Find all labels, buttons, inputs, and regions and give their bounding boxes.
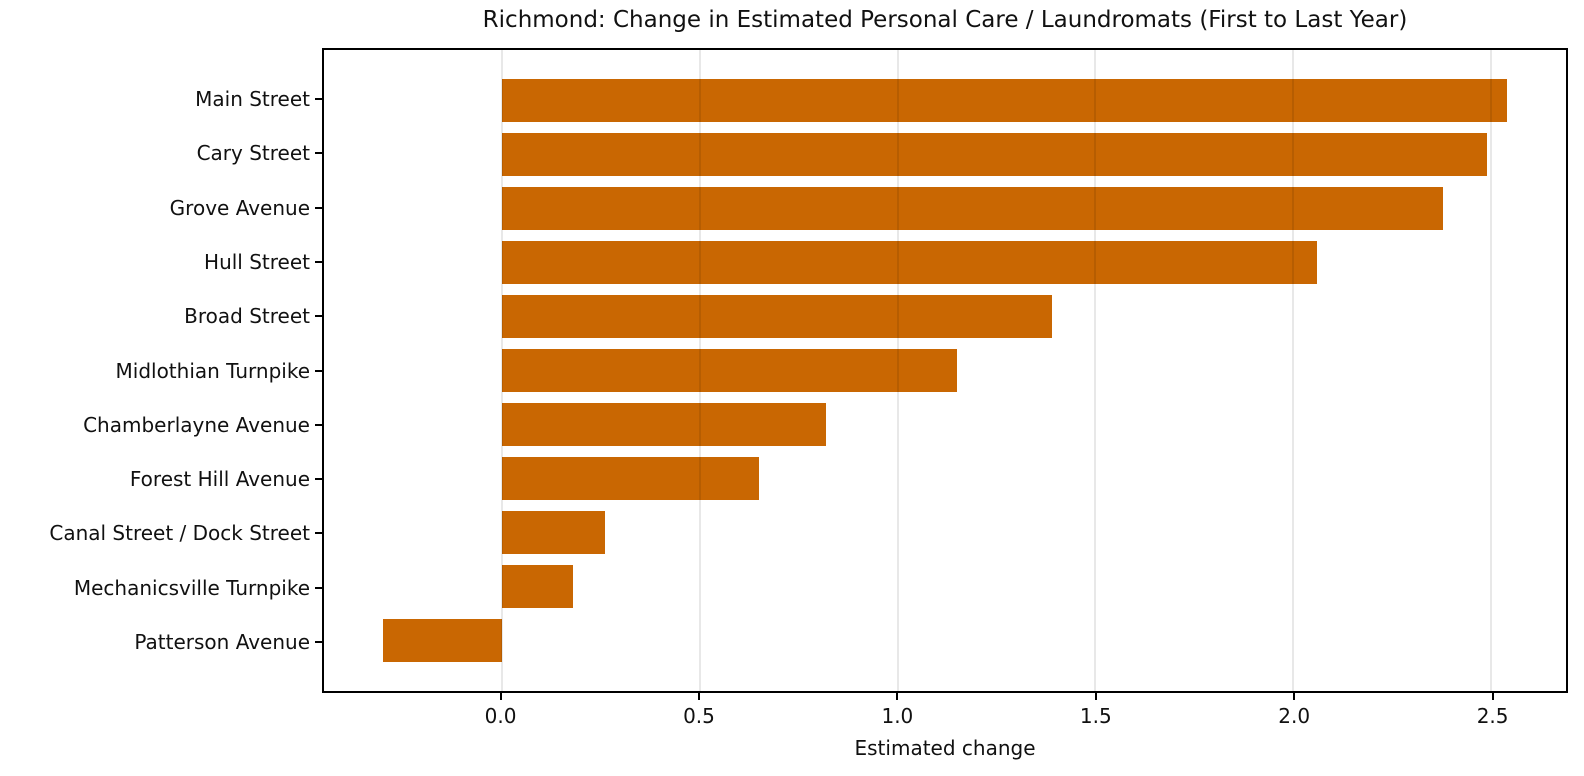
x-tick-label: 0.0 — [484, 704, 517, 728]
bar — [501, 79, 1507, 123]
bar — [501, 132, 1487, 177]
x-tick-label: 0.5 — [683, 704, 715, 728]
bar — [501, 456, 760, 501]
bar — [501, 564, 574, 609]
y-tick-label: Chamberlayne Avenue — [83, 412, 310, 437]
x-tick-mark — [1293, 693, 1296, 700]
y-tick-label: Canal Street / Dock Street — [49, 521, 310, 546]
y-tick-mark — [315, 315, 322, 318]
y-tick-label: Mechanicsville Turnpike — [73, 575, 310, 600]
y-tick-mark — [315, 152, 322, 155]
gridline-x-0.5 — [698, 50, 701, 691]
bar — [501, 240, 1317, 285]
y-tick-label: Forest Hill Avenue — [129, 467, 310, 492]
gridline-x-2.0 — [1292, 50, 1295, 691]
y-tick-label: Patterson Avenue — [134, 629, 310, 654]
x-tick-mark — [697, 693, 700, 700]
bars-layer — [324, 50, 1566, 691]
y-tick-mark — [315, 586, 322, 589]
y-tick-label: Broad Street — [184, 304, 310, 329]
y-tick-label: Midlothian Turnpike — [115, 358, 311, 383]
y-tick-label: Cary Street — [196, 141, 310, 166]
gridline-x-1.0 — [896, 50, 899, 691]
x-tick-mark — [1491, 693, 1494, 700]
y-tick-label: Grove Avenue — [169, 195, 310, 220]
y-tick-mark — [315, 98, 322, 101]
y-tick-mark — [315, 478, 322, 481]
y-tick-mark — [315, 206, 322, 209]
grid-layer — [324, 50, 1566, 691]
x-tick-label: 2.5 — [1476, 704, 1509, 728]
y-tick-label: Hull Street — [204, 249, 310, 274]
bar — [501, 510, 605, 555]
y-tick-mark — [315, 369, 322, 372]
x-tick-mark — [499, 693, 502, 700]
x-tick-label: 1.0 — [881, 704, 914, 728]
y-tick-mark — [315, 260, 322, 263]
bar — [501, 348, 957, 393]
x-tick-label: 2.0 — [1278, 704, 1311, 728]
x-axis-label: Estimated change — [854, 736, 1036, 760]
gridline-x-1.5 — [1094, 50, 1097, 691]
bar — [383, 618, 502, 662]
bar — [501, 402, 827, 447]
gridline-x-2.5 — [1489, 50, 1492, 691]
gridline-x-0.0 — [500, 50, 503, 691]
x-tick-label: 1.5 — [1079, 704, 1112, 728]
chart-title: Richmond: Change in Estimated Personal C… — [482, 7, 1408, 33]
x-tick-mark — [1094, 693, 1097, 700]
y-tick-label: Main Street — [195, 87, 310, 112]
bar — [501, 186, 1444, 231]
x-tick-mark — [896, 693, 899, 700]
y-tick-mark — [315, 640, 322, 643]
y-tick-mark — [315, 423, 322, 426]
bar — [501, 294, 1052, 339]
plot-area — [322, 48, 1568, 693]
y-tick-mark — [315, 532, 322, 535]
